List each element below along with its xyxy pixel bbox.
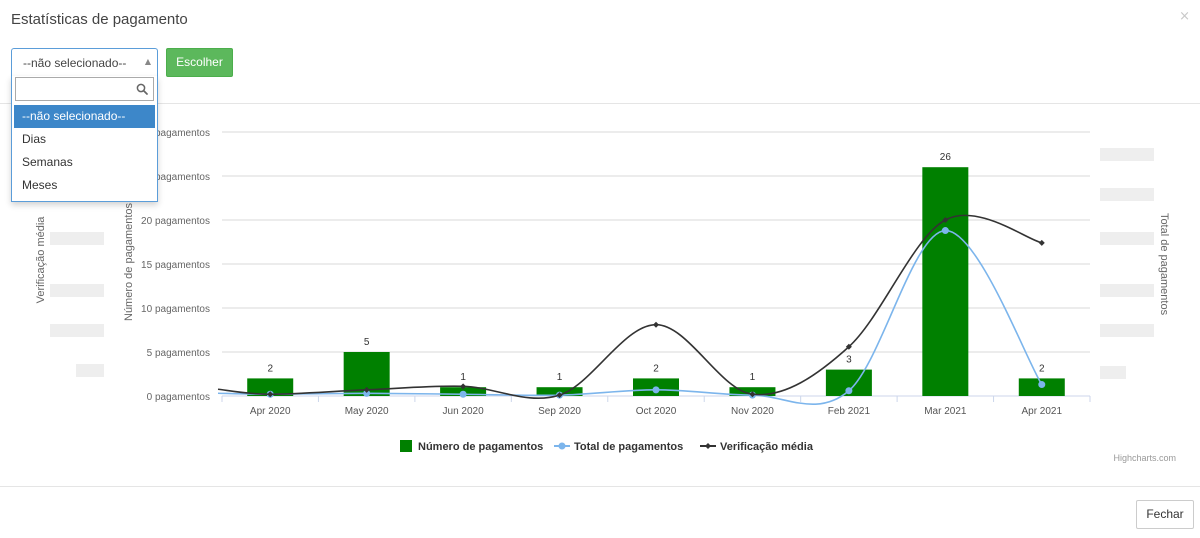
y-tick-label: 0 pagamentos: [147, 392, 210, 403]
toolbar-divider: [0, 103, 1200, 104]
x-tick-label: Apr 2020: [250, 406, 291, 417]
option-not-selected[interactable]: --não selecionado--: [14, 105, 155, 128]
bar-data-label: 2: [1039, 363, 1045, 374]
x-tick-label: Sep 2020: [538, 406, 581, 417]
average-check-line: [217, 214, 1042, 399]
option-days[interactable]: Dias: [22, 132, 47, 146]
close-icon[interactable]: ×: [1179, 9, 1190, 24]
total-payments-point[interactable]: [363, 389, 371, 397]
footer-divider: [0, 486, 1200, 487]
average-check-point[interactable]: [556, 392, 563, 399]
dropdown-search: [15, 77, 154, 101]
period-dropdown: --não selecionado-- Dias Semanas Meses: [11, 76, 158, 202]
average-check-point[interactable]: [1038, 239, 1045, 246]
average-check-point[interactable]: [942, 217, 949, 223]
average-check-point[interactable]: [845, 343, 852, 350]
hidden-label: [1100, 188, 1154, 201]
modal-title: Estatísticas de pagamento: [11, 11, 188, 28]
x-tick-label: Jun 2020: [443, 406, 485, 417]
x-tick-label: Feb 2021: [828, 406, 871, 417]
bar-data-label: 2: [653, 363, 659, 374]
x-tick-label: Nov 2020: [731, 406, 774, 417]
bar-data-label: 1: [750, 372, 756, 383]
legend-label: Total de pagamentos: [574, 441, 683, 453]
legend-bar-symbol: [400, 440, 412, 452]
legend-point-symbol: [558, 442, 566, 450]
hidden-label: [50, 284, 104, 297]
bar-data-label: 5: [364, 337, 370, 348]
hidden-label: [50, 324, 104, 337]
hidden-axis-labels: [50, 148, 1154, 379]
bar-data-label: 2: [267, 363, 273, 374]
hidden-label: [1100, 324, 1154, 337]
total-payments-point[interactable]: [941, 227, 949, 235]
y-tick-label: 5 pagamentos: [147, 348, 210, 359]
choose-button[interactable]: Escolher: [166, 48, 233, 77]
period-select[interactable]: --não selecionado-- ▲: [11, 48, 158, 76]
legend-point-symbol: [705, 443, 711, 449]
hidden-label: [76, 364, 104, 377]
x-tick-label: Apr 2021: [1021, 406, 1062, 417]
legend-label: Verificação média: [720, 441, 814, 453]
bar[interactable]: [536, 387, 583, 396]
y-axis-right-title: Total de pagamentos: [1158, 213, 1170, 316]
option-months[interactable]: Meses: [22, 178, 58, 192]
chevron-up-icon: ▲: [144, 57, 151, 66]
bar[interactable]: [247, 378, 294, 396]
legend-item-0[interactable]: Número de pagamentos: [400, 440, 543, 453]
total-payments-point[interactable]: [652, 386, 660, 394]
total-payments-point[interactable]: [845, 387, 853, 395]
hidden-label: [50, 232, 104, 245]
hidden-label: [1100, 366, 1126, 379]
bar-data-label: 26: [940, 152, 952, 163]
total-payments-point[interactable]: [459, 390, 467, 398]
bar-data-label: 1: [460, 372, 466, 383]
x-tick-label: May 2020: [345, 406, 389, 417]
average-check-point[interactable]: [749, 391, 756, 398]
bar-data-label: 1: [557, 372, 563, 383]
x-tick-label: Mar 2021: [924, 406, 967, 417]
chart-credits[interactable]: Highcharts.com: [1113, 453, 1176, 463]
average-check-point[interactable]: [460, 383, 467, 390]
legend-label: Número de pagamentos: [418, 441, 543, 453]
hidden-label: [1100, 232, 1154, 245]
legend-item-1[interactable]: Total de pagamentos: [554, 441, 683, 453]
average-check-point[interactable]: [653, 321, 659, 328]
close-button[interactable]: Fechar: [1136, 500, 1194, 529]
y-tick-label: 20 pagamentos: [141, 216, 210, 227]
x-tick-label: Oct 2020: [636, 406, 677, 417]
dropdown-search-input[interactable]: [16, 78, 134, 100]
total-payments-point[interactable]: [1038, 381, 1046, 389]
period-select-value: --não selecionado--: [23, 56, 127, 70]
payment-chart: ... Verificação média Número de pagament…: [35, 128, 1176, 463]
bar[interactable]: [922, 167, 969, 396]
y-tick-label: pagamentos: [155, 128, 210, 139]
legend-item-2[interactable]: Verificação média: [700, 441, 814, 453]
option-weeks[interactable]: Semanas: [22, 155, 73, 169]
y-tick-label: pagamentos: [155, 172, 210, 183]
average-check-point[interactable]: [267, 391, 274, 398]
average-check-point[interactable]: [363, 386, 370, 393]
search-icon: [136, 83, 148, 95]
y-axis-far-left-title: Verificação média: [35, 216, 47, 304]
modal-header: Estatísticas de pagamento ×: [0, 0, 1200, 40]
hidden-label: [1100, 284, 1154, 297]
bar-data-label: 3: [846, 355, 852, 366]
y-tick-label: 15 pagamentos: [141, 260, 210, 271]
hidden-label: [1100, 148, 1154, 161]
y-axis-left-title: Número de pagamentos: [123, 202, 135, 321]
y-tick-label: 10 pagamentos: [141, 304, 210, 315]
total-payments-line: [217, 229, 1043, 405]
